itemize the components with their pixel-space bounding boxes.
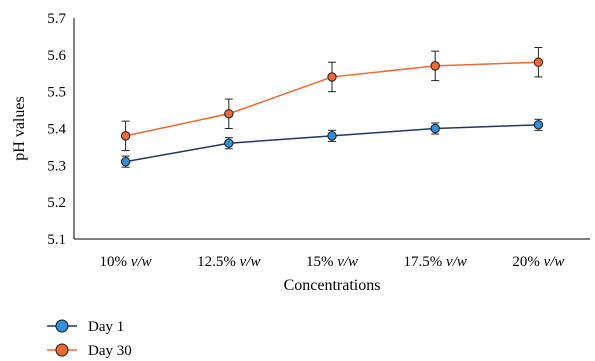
data-point — [327, 131, 337, 141]
legend-marker — [55, 343, 69, 357]
series-day-30 — [120, 46, 544, 152]
legend-label: Day 1 — [88, 319, 124, 335]
data-point — [430, 123, 440, 134]
legend-label: Day 30 — [88, 343, 132, 359]
series-day-1 — [120, 118, 544, 168]
x-tick-category: 17.5% — [404, 254, 447, 270]
data-point — [533, 57, 544, 67]
x-tick-category: 20% — [512, 254, 543, 270]
x-tick-unit: v/w — [544, 254, 565, 270]
y-tick-label: 5.7 — [47, 11, 66, 27]
axes — [73, 18, 590, 240]
legend: Day 1 Day 30 — [47, 319, 132, 359]
y-tick-label: 5.2 — [47, 195, 66, 211]
x-tick-label: 15% v/w — [306, 254, 358, 270]
legend-item: Day 1 — [47, 319, 124, 335]
x-tick-category: 12.5% — [197, 254, 240, 270]
x-tick-unit: v/w — [131, 254, 152, 270]
x-tick-unit: v/w — [446, 254, 467, 270]
legend-item: Day 30 — [47, 343, 132, 359]
data-point — [224, 109, 234, 119]
x-tick-category: 10% — [100, 254, 131, 270]
series-layer — [120, 46, 544, 168]
data-point — [120, 131, 131, 141]
x-tick-unit: v/w — [337, 254, 358, 270]
x-tick-label: 17.5% v/w — [404, 254, 467, 270]
data-point — [224, 138, 234, 148]
x-axis-label: Concentrations — [284, 277, 381, 294]
y-axis-label: pH values — [11, 96, 28, 160]
x-tick-unit: v/w — [240, 254, 261, 270]
y-tick-label: 5.5 — [47, 85, 66, 101]
x-tick-labels: 10% v/w 12.5% v/w 15% v/w 17.5% v/w 20% v/w — [100, 254, 565, 270]
y-tick-labels: 5.1 5.2 5.3 5.4 5.5 5.6 5.7 — [47, 11, 66, 248]
y-tick-label: 5.3 — [47, 158, 66, 174]
data-point — [430, 61, 440, 71]
y-tick-label: 5.4 — [47, 122, 66, 138]
data-point — [327, 72, 337, 82]
x-tick-label: 10% v/w — [100, 254, 152, 270]
x-tick-category: 15% — [306, 254, 337, 270]
x-tick-label: 12.5% v/w — [197, 254, 260, 270]
y-tick-label: 5.6 — [47, 48, 66, 64]
y-tick-label: 5.1 — [47, 232, 66, 248]
data-point — [120, 156, 131, 167]
data-point — [533, 120, 544, 130]
x-tick-label: 20% v/w — [512, 254, 564, 270]
legend-marker — [55, 319, 69, 333]
